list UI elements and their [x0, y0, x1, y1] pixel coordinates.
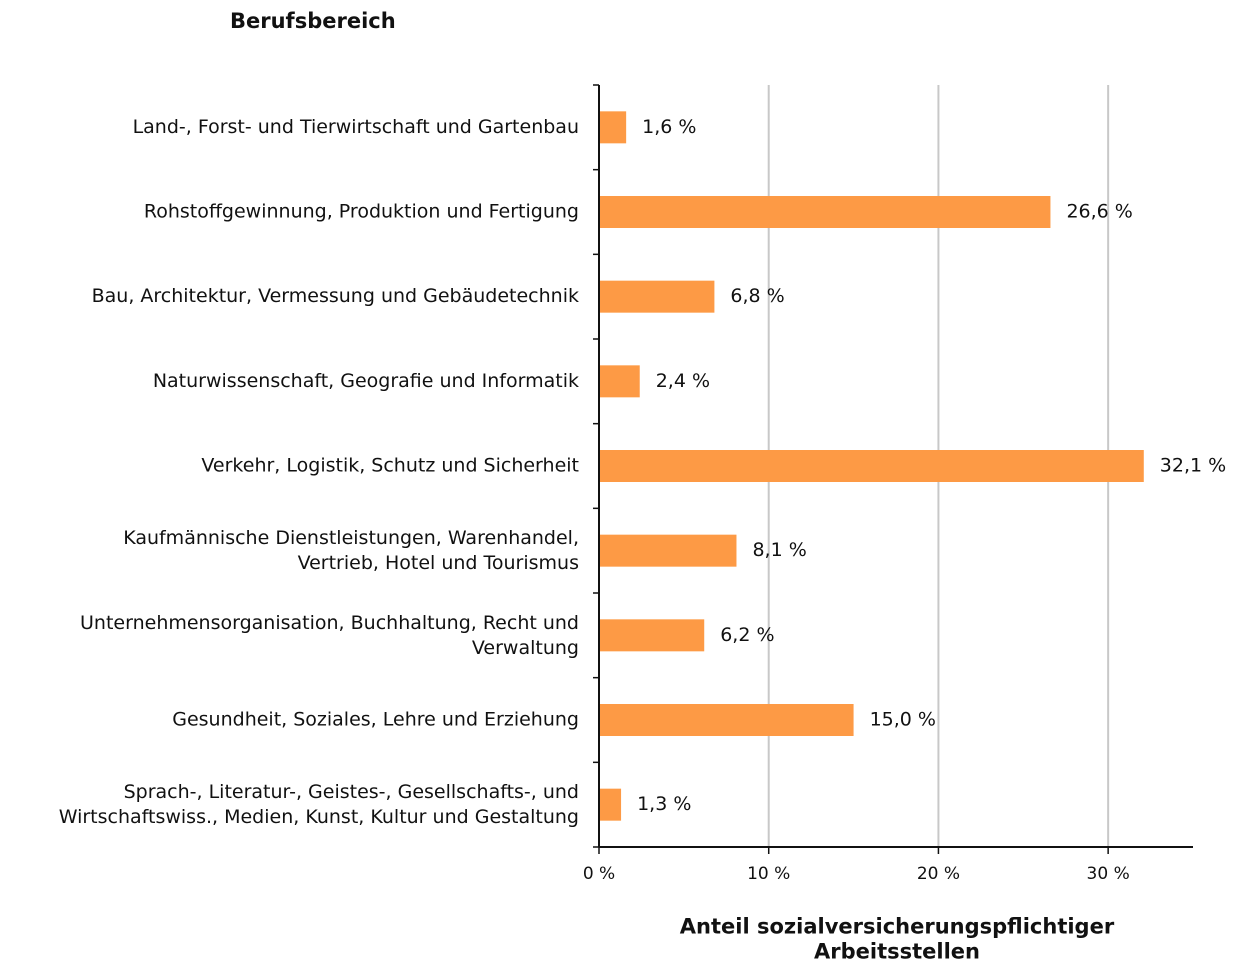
bar	[599, 534, 737, 567]
bar	[599, 365, 640, 398]
value-label: 1,6 %	[642, 116, 696, 138]
x-tick-label: 30 %	[1087, 864, 1130, 884]
bar	[599, 280, 715, 313]
bar	[599, 704, 854, 736]
value-label: 2,4 %	[656, 370, 710, 392]
bar	[599, 450, 1144, 482]
bar	[599, 111, 627, 144]
y-tick-label: Rohstoffgewinnung, Produktion und Fertig…	[144, 201, 579, 223]
y-tick-label: Verkehr, Logistik, Schutz und Sicherheit	[201, 455, 579, 477]
bar	[599, 788, 622, 821]
y-tick-label: Sprach-, Literatur-, Geistes-, Gesellsch…	[59, 781, 579, 828]
y-tick-label: Naturwissenschaft, Geografie und Informa…	[153, 370, 579, 392]
value-label: 6,2 %	[720, 624, 774, 646]
value-label: 8,1 %	[752, 539, 806, 561]
x-tick-label: 10 %	[747, 864, 790, 884]
y-tick-label: Kaufmännische Dienstleistungen, Warenhan…	[123, 527, 579, 574]
y-tick-label: Bau, Architektur, Vermessung und Gebäude…	[92, 285, 579, 307]
value-label: 1,3 %	[637, 793, 691, 815]
y-tick-label: Land-, Forst- und Tierwirtschaft und Gar…	[133, 116, 579, 138]
value-label: 15,0 %	[870, 709, 936, 731]
x-axis-title: Anteil sozialversicherungspflichtiger Arb…	[680, 915, 1115, 964]
x-tick-label: 20 %	[917, 864, 960, 884]
value-label: 6,8 %	[730, 285, 784, 307]
x-tick-label: 0 %	[583, 864, 615, 884]
chart-title: Berufsbereich	[230, 9, 396, 33]
value-label: 26,6 %	[1066, 201, 1132, 223]
bar	[599, 619, 705, 652]
value-label: 32,1 %	[1160, 455, 1226, 477]
bar	[599, 196, 1051, 228]
y-tick-label: Gesundheit, Soziales, Lehre und Erziehun…	[172, 709, 579, 731]
y-tick-label: Unternehmensorganisation, Buchhaltung, R…	[80, 611, 579, 658]
